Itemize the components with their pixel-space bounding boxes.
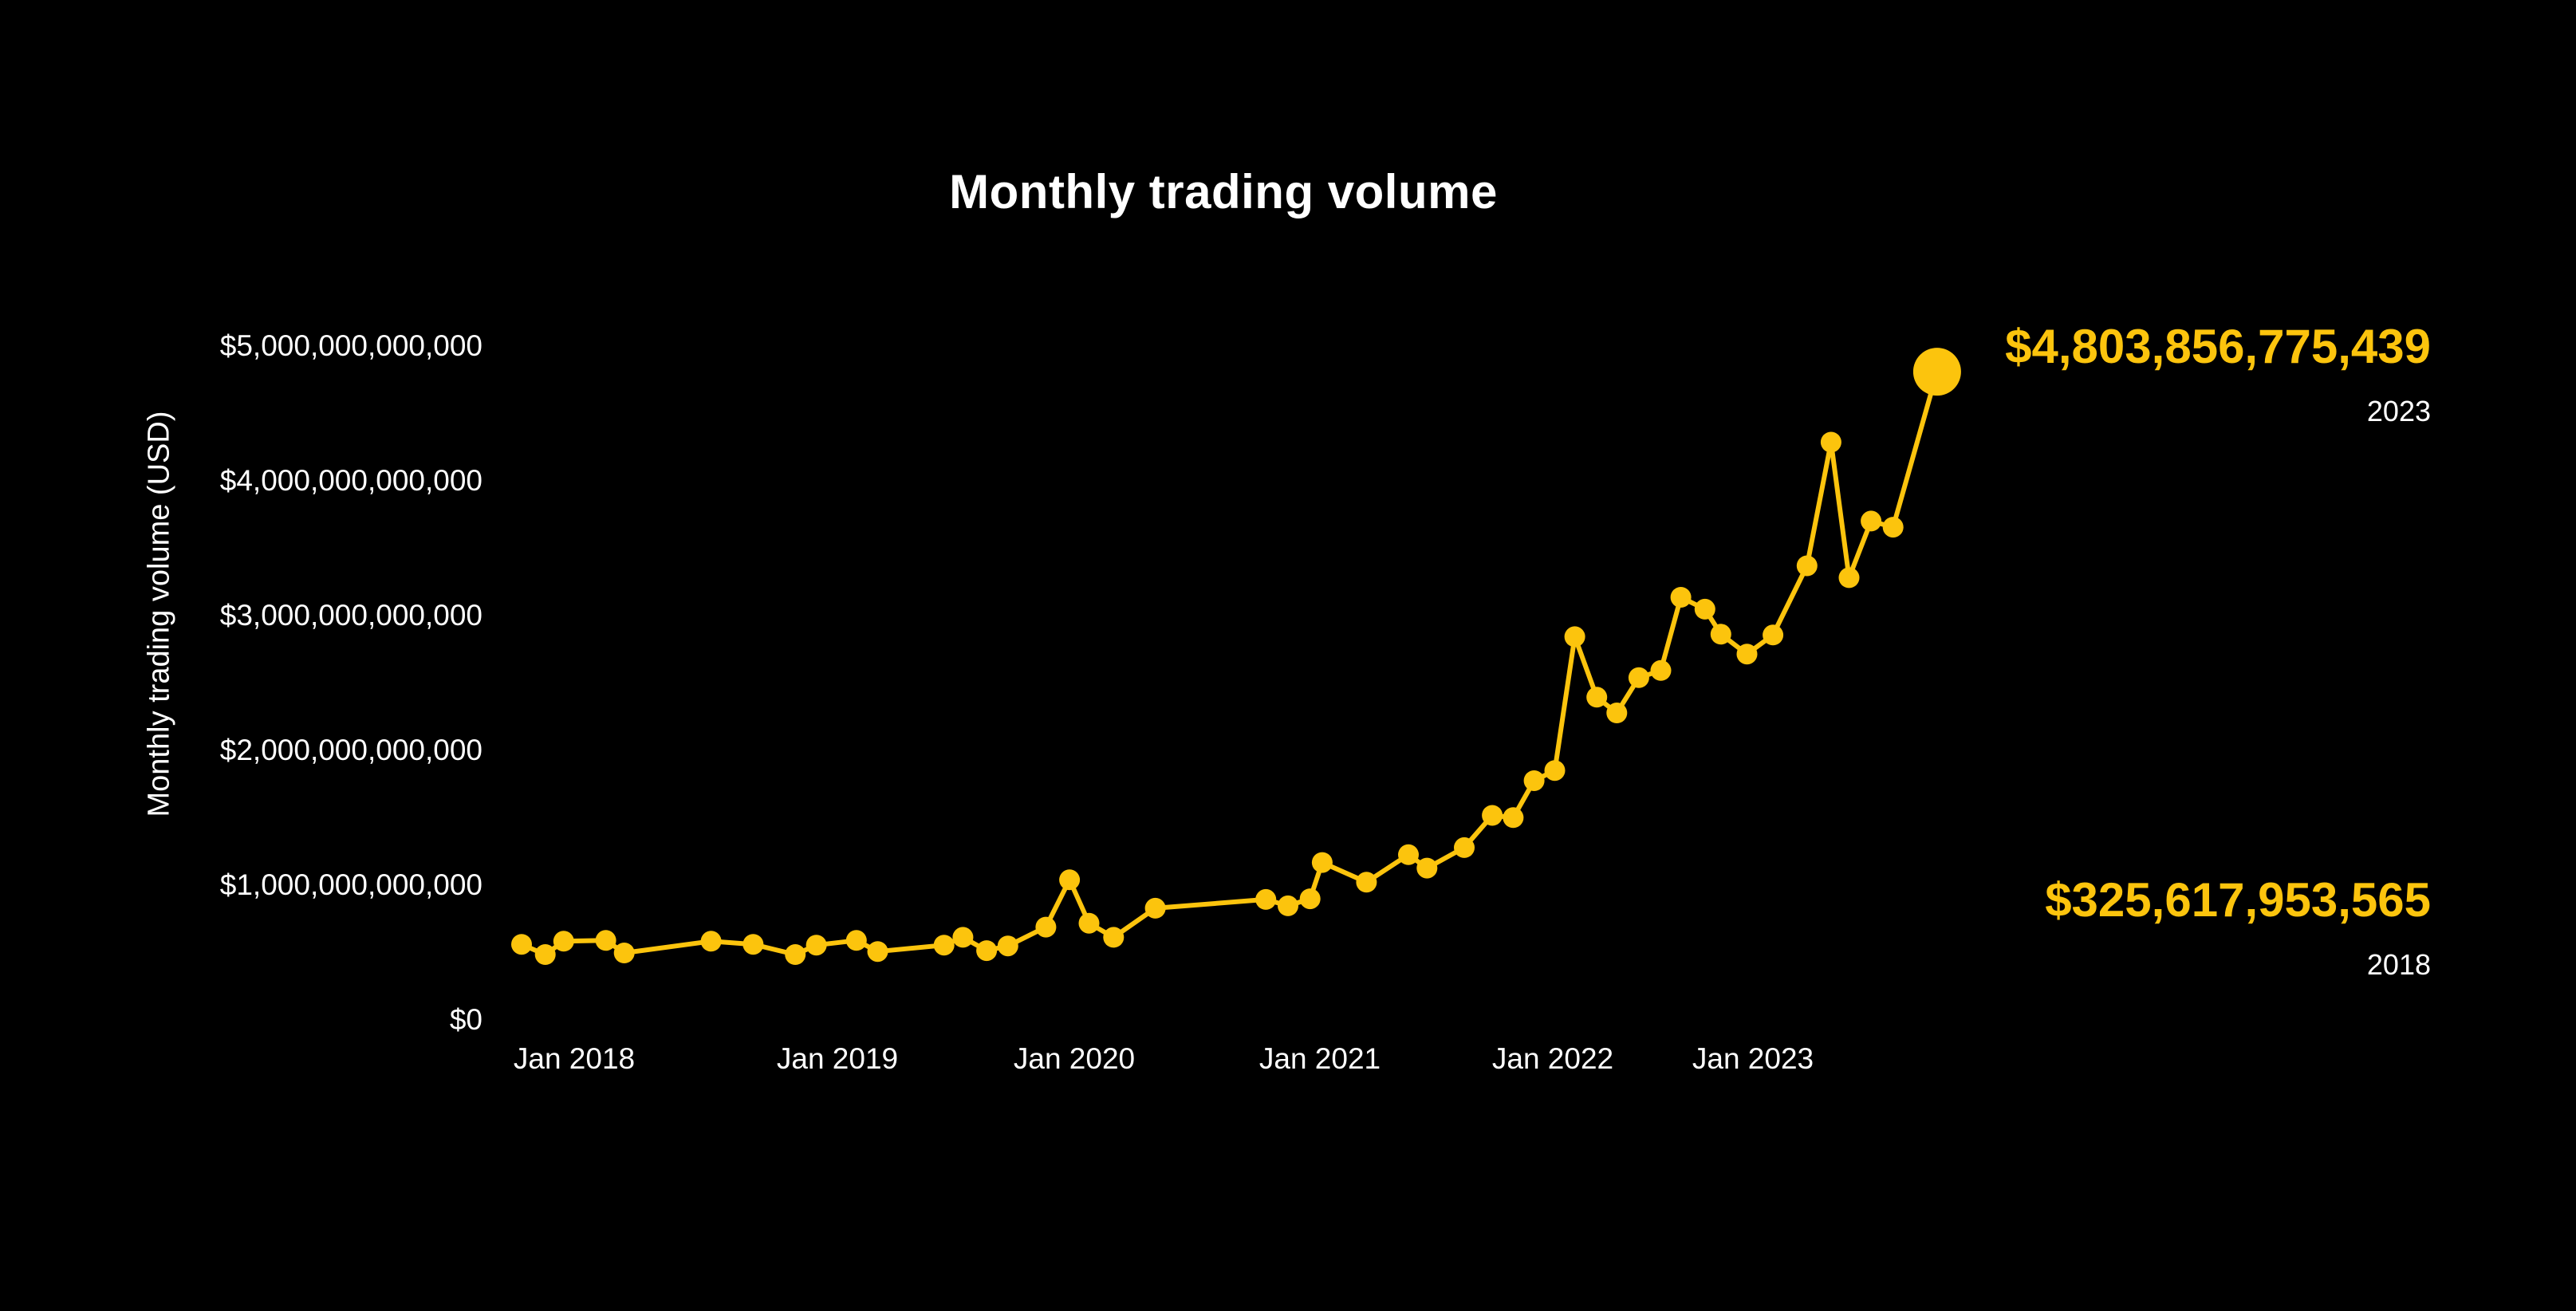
data-point [1628,667,1649,688]
data-point [553,931,574,952]
x-tick-label: Jan 2019 [777,1042,898,1075]
final-data-point [1912,348,1961,396]
data-point [1564,626,1585,648]
data-point [1299,888,1321,910]
data-line [519,369,1940,957]
data-point [785,944,806,965]
x-tick-label: Jan 2022 [1492,1042,1613,1075]
data-point [1736,644,1758,665]
data-point [1503,807,1524,829]
data-point [1606,703,1628,723]
data-point [1670,587,1692,608]
data-point [1103,927,1125,948]
data-point [1882,517,1904,538]
chart-title: Monthly trading volume [949,165,1498,218]
x-tick-label: Jan 2023 [1692,1042,1814,1075]
data-point [1861,510,1882,532]
data-point [805,935,827,956]
data-point [511,934,532,955]
start-value-year: 2018 [2366,948,2431,981]
y-tick-label: $4,000,000,000,000 [220,464,483,497]
data-point [1710,624,1731,645]
data-point [1398,844,1419,865]
data-point [1255,888,1277,910]
data-point [867,941,888,963]
start-value-text: $325,617,953,565 [2045,873,2431,927]
data-point [1523,770,1545,791]
data-point [845,930,867,951]
data-point [976,940,998,962]
data-point [1586,687,1608,708]
final-value-text: $4,803,856,775,439 [2005,320,2431,373]
y-tick-label: $1,000,000,000,000 [220,868,483,901]
data-point [1144,897,1166,919]
data-point [1078,912,1100,934]
y-tick-label: $3,000,000,000,000 [220,599,483,632]
data-point [1650,659,1672,681]
start-value-annotation: $325,617,953,565 2018 [2045,872,2431,982]
data-point [742,934,764,955]
data-point [1035,916,1057,938]
data-point [933,935,955,956]
data-point [952,927,974,948]
x-tick-label: Jan 2020 [1014,1042,1135,1075]
data-point [1454,837,1475,858]
data-point [1482,805,1503,826]
data-point [1356,872,1377,893]
data-point [1763,624,1784,646]
data-point [1820,431,1841,453]
final-value-annotation: $4,803,856,775,439 2023 [2005,318,2431,428]
data-point [1796,555,1818,577]
data-point [1544,760,1566,781]
data-point [1416,857,1438,879]
data-point [700,931,722,952]
data-point [534,944,556,965]
data-point [1278,895,1298,916]
data-point [613,943,635,963]
x-tick-label: Jan 2021 [1259,1042,1381,1075]
x-tick-label: Jan 2018 [514,1042,635,1075]
data-point [1838,567,1860,589]
data-point [595,930,616,951]
data-point [1311,852,1333,873]
data-point [1059,869,1081,891]
y-tick-label: $5,000,000,000,000 [220,329,483,362]
data-point [1694,598,1715,620]
y-tick-label: $2,000,000,000,000 [220,734,483,766]
data-point [997,935,1018,957]
y-tick-label: $0 [450,1003,483,1036]
final-value-year: 2023 [2366,395,2431,427]
